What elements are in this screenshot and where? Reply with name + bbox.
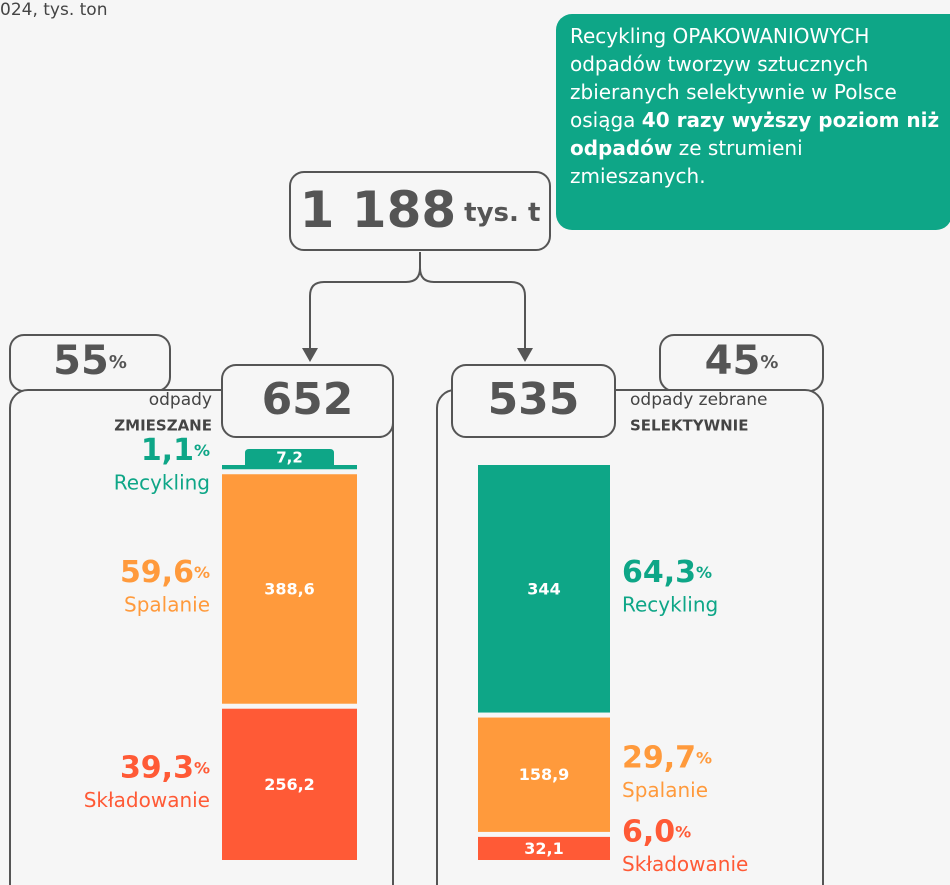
connector [309, 252, 526, 350]
callout: Recykling OPAKOWANIOWYCH odpadów tworzyw… [556, 14, 950, 230]
group-label: ZMIESZANE [114, 417, 212, 435]
group-label: odpady zebrane [630, 390, 767, 410]
value-label: 7,2 [276, 449, 303, 467]
total-box [451, 364, 616, 438]
total-value: 1 188 [300, 181, 457, 239]
percent-label: 29,7% [622, 740, 712, 775]
arrow-head [302, 348, 533, 362]
share: 55% [53, 338, 127, 384]
percent-label: 1,1% [141, 433, 210, 468]
segment-name: Składowanie [84, 788, 210, 812]
percent-value: 64,3 [622, 554, 696, 589]
callout-bold: 40 razy wyższy poziom niż odpadów [570, 108, 940, 160]
percent-value: 1,1 [141, 433, 194, 468]
total-unit: tys. t [464, 198, 540, 228]
percent-value: 39,3 [120, 750, 194, 785]
share-value: 45 [705, 338, 761, 384]
value-label: 256,2 [264, 775, 315, 794]
total: 1 188 tys. t [300, 181, 541, 239]
group-label: SELEKTYWNIE [630, 417, 749, 435]
segment-name: Recykling [622, 592, 718, 616]
bar-segment [478, 836, 610, 860]
group-label: odpady [149, 390, 212, 410]
group-total: 535 [488, 374, 580, 425]
bar-segment [222, 465, 357, 470]
share-value: 55 [53, 338, 109, 384]
bar-segment [478, 465, 610, 713]
segment-name: Składowanie [622, 852, 748, 876]
percent-value: 59,6 [120, 554, 194, 589]
share-unit: % [109, 352, 127, 373]
percent-value: 6,0 [622, 814, 675, 849]
bar-segment [478, 717, 610, 832]
value-label: 158,9 [519, 765, 570, 784]
percent-label: 39,3% [120, 750, 210, 785]
value-label: 32,1 [524, 839, 563, 858]
percent-unit: % [194, 562, 210, 581]
share: 45% [705, 338, 779, 384]
share-unit: % [760, 352, 778, 373]
bar-segment [222, 474, 357, 704]
percent-unit: % [696, 562, 712, 581]
percent-unit: % [194, 441, 210, 460]
group-total: 652 [262, 374, 354, 425]
callout-text: ze strumieni zmieszanych. [570, 136, 803, 188]
value-label: 388,6 [264, 579, 315, 598]
percent-label: 64,3% [622, 554, 712, 589]
total-box [221, 364, 394, 438]
value-label: 344 [527, 579, 560, 598]
segment-name: Recykling [114, 471, 210, 495]
percent-label: 59,6% [120, 554, 210, 589]
percent-unit: % [696, 748, 712, 767]
percent-label: 6,0% [622, 814, 691, 849]
callout-text: Recykling OPAKOWANIOWYCH odpadów tworzyw… [570, 24, 897, 132]
subtitle: 024, tys. ton [0, 0, 108, 20]
percent-unit: % [675, 822, 691, 841]
percent-value: 29,7 [622, 740, 696, 775]
segment-name: Spalanie [622, 778, 708, 802]
total-box [289, 171, 551, 251]
segment-name: Spalanie [124, 592, 210, 616]
percent-unit: % [194, 758, 210, 777]
bar-segment [222, 708, 357, 860]
value-tab [245, 449, 334, 465]
